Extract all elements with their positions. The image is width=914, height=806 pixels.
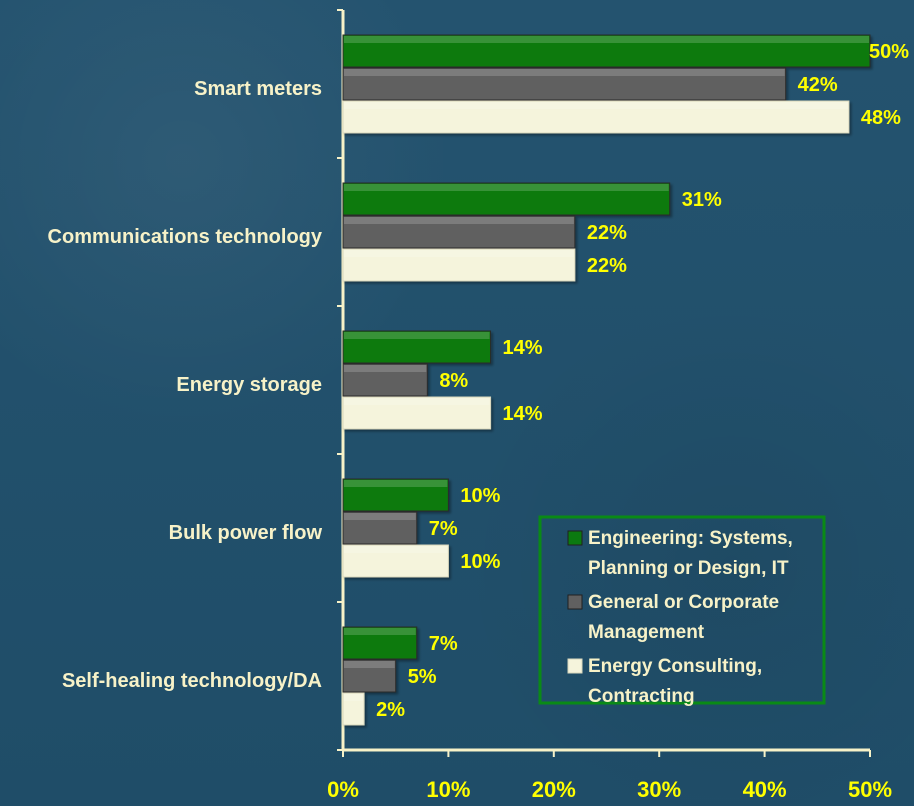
bar-highlight (344, 365, 427, 372)
x-tick-label: 30% (637, 777, 681, 802)
chart-bar (342, 248, 576, 282)
category-label: Smart meters (194, 78, 322, 100)
legend-swatch (567, 594, 583, 610)
bar-highlight (344, 250, 574, 257)
chart-bar (342, 215, 576, 249)
x-tick-label: 0% (327, 777, 359, 802)
data-label: 5% (408, 666, 437, 688)
data-label: 8% (439, 370, 468, 392)
chart-bar (342, 100, 850, 134)
data-label: 31% (682, 189, 722, 211)
bar-highlight (344, 69, 785, 76)
bar-highlight (344, 546, 448, 553)
legend-swatch (567, 658, 583, 674)
category-label: Energy storage (176, 374, 322, 396)
data-label: 10% (460, 551, 500, 573)
chart-bar (342, 544, 449, 578)
category-label: Communications technology (48, 226, 323, 248)
chart-bar (342, 363, 428, 397)
bar-highlight (344, 36, 869, 43)
chart-legend (538, 515, 826, 705)
data-label: 22% (587, 222, 627, 244)
legend-label: Management (588, 622, 705, 643)
chart-bar (342, 511, 418, 545)
x-tick-label: 10% (426, 777, 470, 802)
legend-label: Planning or Design, IT (588, 558, 789, 579)
chart-bar (342, 330, 492, 364)
chart-bar (342, 34, 871, 68)
bar-highlight (344, 628, 416, 635)
bar-highlight (344, 398, 490, 405)
x-tick-label: 50% (848, 777, 892, 802)
bar-highlight (344, 102, 848, 109)
data-label: 48% (861, 107, 901, 129)
chart-bar (342, 626, 418, 660)
bar-highlight (344, 694, 364, 701)
bar-highlight (344, 513, 416, 520)
bar-highlight (344, 184, 669, 191)
data-label: 2% (376, 699, 405, 721)
data-label: 42% (798, 74, 838, 96)
legend-swatch (567, 530, 583, 546)
bar-highlight (344, 661, 395, 668)
chart-bar (342, 67, 787, 101)
legend-label: General or Corporate (588, 592, 779, 613)
bar-highlight (344, 217, 574, 224)
x-tick-label: 40% (743, 777, 787, 802)
legend-label: Energy Consulting, (588, 656, 762, 677)
category-label: Self-healing technology/DA (62, 670, 322, 692)
data-label: 7% (429, 633, 458, 655)
bar-highlight (344, 332, 490, 339)
data-label: 10% (460, 485, 500, 507)
data-label: 22% (587, 255, 627, 277)
data-label: 7% (429, 518, 458, 540)
bar-highlight (344, 480, 448, 487)
category-label: Bulk power flow (169, 522, 323, 544)
legend-label: Contracting (588, 686, 695, 707)
data-label: 50% (869, 41, 909, 63)
chart-bar (342, 478, 449, 512)
chart-bar (342, 182, 671, 216)
chart-bar (342, 692, 365, 726)
data-label: 14% (503, 403, 543, 425)
data-label: 14% (503, 337, 543, 359)
x-tick-label: 20% (532, 777, 576, 802)
legend-label: Engineering: Systems, (588, 528, 793, 549)
chart-bar (342, 396, 492, 430)
chart-bar (342, 659, 397, 693)
